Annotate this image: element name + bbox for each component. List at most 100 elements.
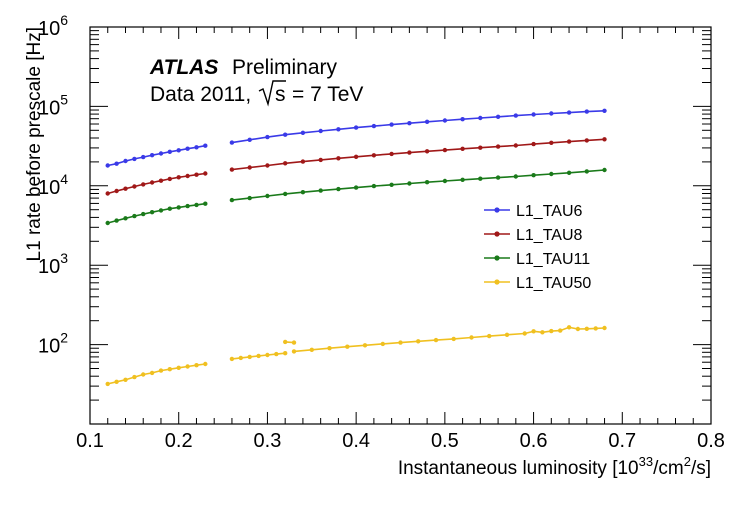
data-point — [566, 110, 572, 115]
y-tick-exponent: 5 — [60, 91, 68, 107]
data-point — [362, 343, 368, 348]
y-tick-base: 10 — [38, 177, 60, 199]
data-point — [114, 218, 119, 223]
data-point — [203, 361, 208, 367]
data-point — [566, 170, 572, 175]
data-point — [123, 377, 128, 382]
data-point — [283, 161, 288, 166]
y-axis-title: L1 rate before prescale [Hz] — [24, 27, 45, 261]
data-point — [424, 149, 430, 154]
y-tick-label: 105 — [38, 91, 68, 119]
data-point — [522, 331, 527, 336]
data-point — [194, 202, 199, 208]
series-line — [231, 138, 605, 171]
data-point — [283, 339, 288, 345]
series-L1_TAU50 — [105, 325, 607, 387]
data-point — [185, 203, 190, 209]
data-point — [149, 153, 155, 158]
data-point — [549, 171, 554, 177]
data-point — [602, 108, 607, 114]
x-tick-label: 0.2 — [165, 430, 193, 452]
data-point — [407, 150, 412, 155]
series-layer — [105, 108, 607, 387]
data-point — [336, 127, 341, 132]
data-point — [123, 216, 128, 221]
series-line — [107, 144, 206, 167]
data-point — [504, 332, 510, 337]
data-point — [424, 119, 430, 125]
data-point — [495, 144, 501, 149]
data-point — [203, 143, 208, 148]
legend-label: L1_TAU8 — [516, 227, 583, 244]
data-point — [593, 326, 598, 331]
series-line — [231, 110, 605, 144]
y-tick-label: 103 — [38, 250, 68, 278]
series-line — [107, 172, 206, 195]
data-point — [513, 143, 518, 148]
data-point — [283, 191, 288, 197]
data-point — [247, 195, 252, 201]
data-point — [389, 122, 394, 127]
data-point — [407, 121, 412, 126]
data-point — [478, 115, 483, 121]
data-point — [247, 354, 252, 360]
data-point — [132, 184, 137, 189]
data-point — [203, 171, 208, 176]
data-point — [158, 208, 164, 213]
data-point — [283, 351, 288, 356]
data-point — [265, 163, 270, 168]
data-point — [185, 146, 190, 151]
x-tick-label: 0.3 — [254, 430, 282, 452]
series-L1_TAU6 — [105, 108, 607, 168]
data-point — [389, 151, 394, 157]
data-point — [442, 147, 448, 153]
data-point — [158, 368, 164, 373]
data-point — [229, 197, 235, 203]
x-tick-label: 0.7 — [608, 430, 636, 452]
data-point — [416, 339, 421, 344]
data-point — [194, 145, 199, 150]
data-point — [575, 326, 581, 332]
data-point — [238, 355, 243, 361]
data-point — [540, 330, 545, 335]
data-point — [291, 340, 297, 345]
data-point — [549, 111, 554, 116]
data-point — [549, 328, 554, 334]
y-tick-label: 102 — [38, 330, 68, 358]
series-L1_TAU8 — [105, 137, 607, 196]
y-tick-label: 106 — [38, 12, 68, 40]
data-point — [566, 325, 572, 330]
sqrt-s-label: s — [275, 83, 286, 106]
legend-marker — [494, 279, 500, 285]
data-point — [194, 363, 199, 368]
x-tick-label: 0.4 — [342, 430, 370, 452]
x-axis-title-exp1: 33 — [639, 454, 653, 469]
data-point — [105, 191, 110, 196]
y-tick-exponent: 3 — [60, 250, 68, 266]
data-point — [566, 139, 572, 144]
data-point — [167, 176, 172, 182]
data-point — [149, 210, 155, 215]
data-point — [513, 174, 518, 179]
data-point — [265, 193, 270, 199]
data-point — [105, 220, 110, 226]
data-point — [105, 163, 110, 168]
data-point — [141, 154, 146, 160]
data-point — [407, 181, 412, 186]
y-tick-base: 10 — [38, 97, 60, 119]
plot-frame — [89, 26, 712, 425]
data-point — [114, 161, 119, 166]
data-point — [487, 333, 492, 339]
y-tick-base: 10 — [38, 256, 60, 278]
legend-marker — [494, 255, 500, 261]
legend-label: L1_TAU50 — [516, 275, 591, 292]
data-point — [451, 336, 456, 342]
data-point — [460, 146, 465, 151]
data-point — [265, 134, 270, 140]
data-point — [602, 137, 607, 142]
data-point — [442, 118, 448, 123]
legend: L1_TAU6 L1_TAU8 L1_TAU11 L1_TAU50 — [484, 203, 591, 292]
data-point — [123, 186, 128, 191]
x-tick-label: 0.1 — [76, 430, 104, 452]
data-point — [495, 114, 501, 120]
